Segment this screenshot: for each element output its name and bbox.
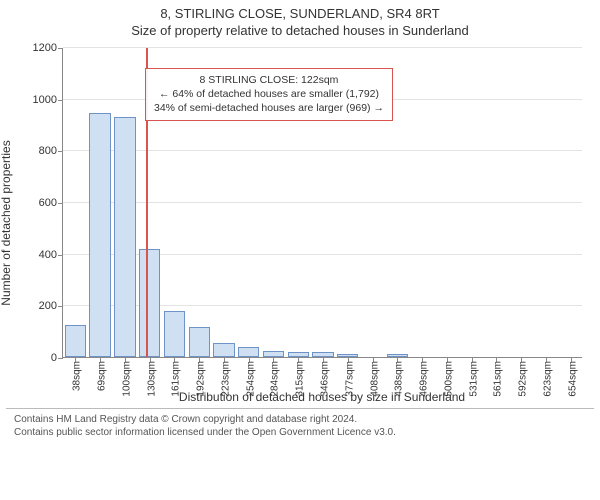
title-sub: Size of property relative to detached ho…: [0, 23, 600, 38]
histogram-bar: [312, 352, 333, 357]
footer: Contains HM Land Registry data © Crown c…: [6, 408, 594, 439]
histogram-bar: [337, 354, 358, 357]
y-tick-label: 1200: [33, 42, 63, 54]
chart-area: Number of detached properties 8 STIRLING…: [0, 38, 600, 408]
y-tick-label: 600: [39, 197, 63, 209]
plot-region: 8 STIRLING CLOSE: 122sqm← 64% of detache…: [62, 48, 582, 358]
footer-line-1: Contains HM Land Registry data © Crown c…: [14, 413, 586, 426]
histogram-bar: [387, 354, 408, 357]
footer-line-2: Contains public sector information licen…: [14, 426, 586, 439]
x-tick-label: 69sqm: [97, 361, 108, 391]
annotation-line: ← 64% of detached houses are smaller (1,…: [154, 87, 384, 101]
y-tick-label: 200: [39, 300, 63, 312]
histogram-bar: [288, 352, 309, 357]
y-tick-label: 400: [39, 249, 63, 261]
annotation-line: 8 STIRLING CLOSE: 122sqm: [154, 73, 384, 87]
title-main: 8, STIRLING CLOSE, SUNDERLAND, SR4 8RT: [0, 6, 600, 21]
histogram-bar: [65, 325, 86, 357]
y-axis-label: Number of detached properties: [0, 140, 13, 305]
x-tick-label: 38sqm: [72, 361, 83, 391]
histogram-bar: [89, 113, 110, 357]
y-tick-label: 1000: [33, 94, 63, 106]
annotation-line: 34% of semi-detached houses are larger (…: [154, 101, 384, 115]
histogram-bar: [114, 117, 135, 357]
histogram-bar: [189, 327, 210, 357]
y-tick-label: 0: [51, 352, 63, 364]
histogram-bar: [263, 351, 284, 357]
histogram-bar: [238, 347, 259, 357]
histogram-bar: [213, 343, 234, 357]
annotation-box: 8 STIRLING CLOSE: 122sqm← 64% of detache…: [145, 68, 393, 121]
x-axis-label: Distribution of detached houses by size …: [62, 390, 582, 404]
histogram-bar: [164, 311, 185, 358]
histogram-bar: [139, 249, 160, 358]
y-tick-label: 800: [39, 145, 63, 157]
